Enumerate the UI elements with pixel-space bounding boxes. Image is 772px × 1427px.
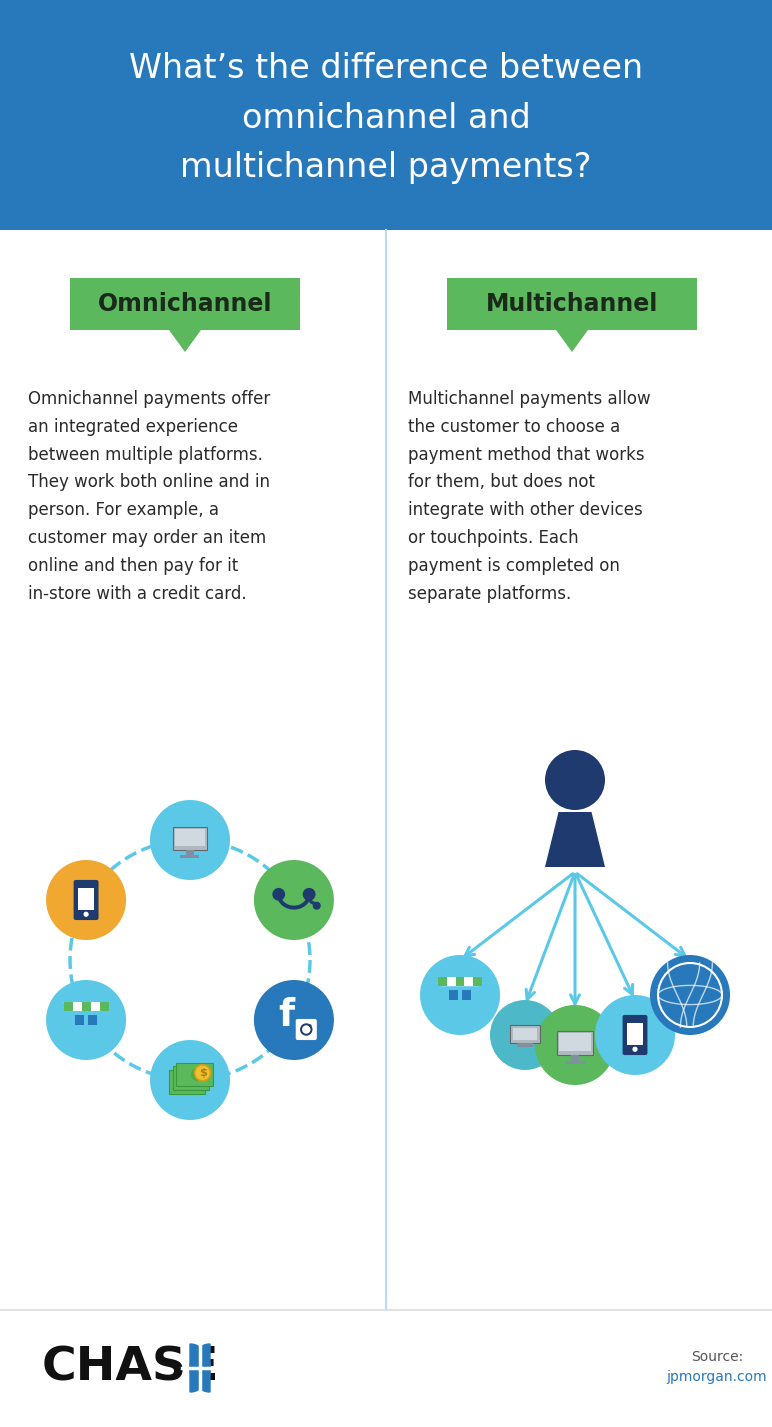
Circle shape xyxy=(633,1047,637,1052)
FancyBboxPatch shape xyxy=(622,1015,648,1055)
Bar xyxy=(449,990,459,1000)
Polygon shape xyxy=(473,977,482,986)
Polygon shape xyxy=(63,1002,73,1010)
Circle shape xyxy=(195,1065,211,1080)
Text: f: f xyxy=(278,996,294,1033)
Circle shape xyxy=(46,980,126,1060)
Circle shape xyxy=(184,1076,196,1089)
Text: What’s the difference between: What’s the difference between xyxy=(129,51,643,84)
Circle shape xyxy=(309,1025,311,1027)
Bar xyxy=(565,1062,585,1063)
Circle shape xyxy=(46,860,126,940)
Circle shape xyxy=(150,1040,230,1120)
Circle shape xyxy=(490,1000,560,1070)
Bar xyxy=(517,1043,533,1047)
Polygon shape xyxy=(465,977,473,986)
Bar xyxy=(462,990,471,1000)
FancyBboxPatch shape xyxy=(169,1070,205,1093)
Bar xyxy=(559,1033,591,1052)
Text: jpmorgan.com: jpmorgan.com xyxy=(667,1370,767,1384)
Text: CHASE: CHASE xyxy=(42,1346,219,1390)
Polygon shape xyxy=(169,330,201,352)
Text: Omnichannel: Omnichannel xyxy=(98,293,273,315)
Polygon shape xyxy=(447,977,455,986)
Bar xyxy=(79,888,93,910)
Polygon shape xyxy=(100,1002,109,1010)
Circle shape xyxy=(150,801,230,880)
Circle shape xyxy=(188,1072,200,1085)
FancyBboxPatch shape xyxy=(296,1019,317,1040)
Bar xyxy=(557,1030,593,1055)
Polygon shape xyxy=(455,977,465,986)
FancyBboxPatch shape xyxy=(73,880,99,920)
Bar xyxy=(510,1025,540,1043)
Bar xyxy=(628,1023,642,1046)
Circle shape xyxy=(313,902,320,909)
Circle shape xyxy=(191,1069,204,1080)
Circle shape xyxy=(273,889,284,900)
Polygon shape xyxy=(63,1002,109,1010)
Polygon shape xyxy=(545,812,605,868)
Text: multichannel payments?: multichannel payments? xyxy=(180,151,592,184)
Circle shape xyxy=(595,995,675,1075)
Text: omnichannel and: omnichannel and xyxy=(242,101,530,134)
Polygon shape xyxy=(190,1344,210,1391)
FancyBboxPatch shape xyxy=(176,1063,212,1086)
Polygon shape xyxy=(190,1344,210,1391)
FancyBboxPatch shape xyxy=(173,1066,209,1090)
Bar xyxy=(447,278,697,330)
Bar xyxy=(513,1027,537,1040)
Circle shape xyxy=(535,1005,615,1085)
Polygon shape xyxy=(556,330,588,352)
Bar xyxy=(181,855,199,858)
Polygon shape xyxy=(438,977,482,986)
Circle shape xyxy=(545,751,605,811)
Bar xyxy=(88,1015,96,1026)
Bar xyxy=(571,1055,579,1062)
Polygon shape xyxy=(438,977,447,986)
Bar xyxy=(174,829,205,846)
Circle shape xyxy=(303,889,315,900)
Text: $: $ xyxy=(198,1067,207,1077)
Circle shape xyxy=(254,980,334,1060)
Circle shape xyxy=(650,955,730,1035)
Polygon shape xyxy=(90,1002,100,1010)
Circle shape xyxy=(420,955,500,1035)
Text: Omnichannel payments offer
an integrated experience
between multiple platforms.
: Omnichannel payments offer an integrated… xyxy=(28,390,270,602)
Circle shape xyxy=(84,912,88,916)
Bar xyxy=(67,1010,105,1036)
Polygon shape xyxy=(73,1002,82,1010)
Text: Multichannel payments allow
the customer to choose a
payment method that works
f: Multichannel payments allow the customer… xyxy=(408,390,651,602)
Bar xyxy=(186,849,194,855)
Bar xyxy=(70,278,300,330)
Bar xyxy=(442,986,479,1010)
Bar xyxy=(173,826,207,849)
Polygon shape xyxy=(82,1002,90,1010)
Bar xyxy=(0,0,772,230)
Text: Source:: Source: xyxy=(691,1350,743,1364)
Circle shape xyxy=(254,860,334,940)
Bar xyxy=(76,1015,84,1026)
Text: Multichannel: Multichannel xyxy=(486,293,659,315)
